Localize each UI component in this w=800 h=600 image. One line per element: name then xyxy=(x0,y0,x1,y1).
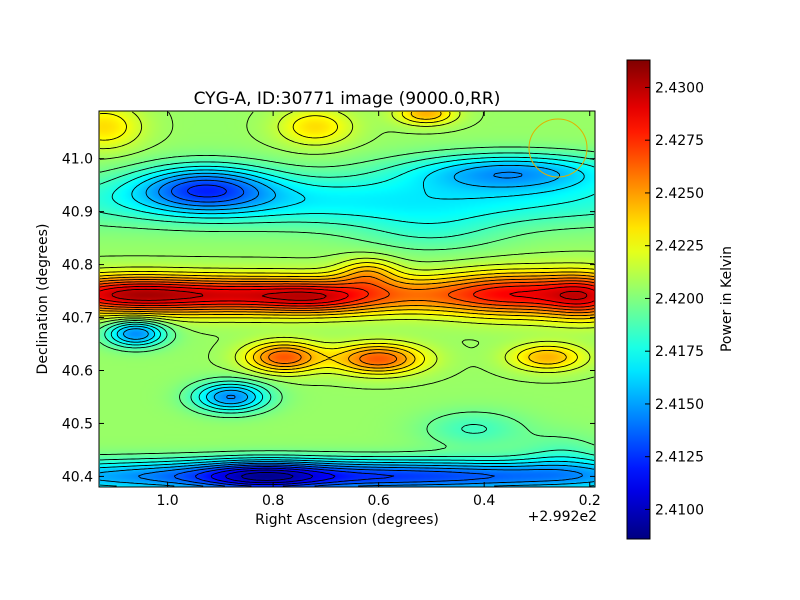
contour-level xyxy=(99,275,595,366)
colorbar-tick-label: 2.4100 xyxy=(655,502,704,518)
contour-level xyxy=(187,184,395,487)
y-axis-label: Declination (degrees) xyxy=(35,224,51,375)
colorbar-tick-label: 2.4250 xyxy=(655,186,704,202)
x-tick-label: 0.2 xyxy=(579,493,601,509)
plot-frame xyxy=(98,110,596,488)
contour-level xyxy=(111,288,588,301)
contour-level xyxy=(100,111,595,372)
colorbar-tick-label: 2.4125 xyxy=(655,450,704,466)
y-axis: 41.0 40.9 40.8 40.7 40.6 40.5 40.4 xyxy=(62,152,595,485)
y-tick-label: 40.9 xyxy=(62,205,93,221)
contour-level xyxy=(99,285,595,305)
x-tick-label: 0.4 xyxy=(473,493,495,509)
contour-level xyxy=(171,179,495,487)
contour-level xyxy=(225,469,314,484)
colorbar-label: Power in Kelvin xyxy=(719,246,735,352)
y-tick-label: 40.4 xyxy=(62,469,93,485)
contour-level xyxy=(240,472,294,481)
x-axis: 1.0 0.8 0.6 0.4 0.2 xyxy=(156,111,601,509)
contour-level xyxy=(138,171,583,487)
y-tick-label: 40.6 xyxy=(62,363,93,379)
colorbar-tick-label: 2.4175 xyxy=(655,344,704,360)
chart-title: CYG-A, ID:30771 image (9000.0,RR) xyxy=(194,89,501,109)
colorbar-tick-label: 2.4275 xyxy=(655,133,704,149)
contour-level xyxy=(99,160,595,487)
contour-level xyxy=(99,156,595,465)
colorbar-tick-label: 2.4150 xyxy=(655,397,704,413)
colorbar-gradient xyxy=(626,59,651,540)
contour-level xyxy=(99,270,595,369)
y-tick-label: 41.0 xyxy=(62,152,93,168)
x-axis-label: Right Ascension (degrees) xyxy=(255,512,439,528)
contour-level xyxy=(99,164,595,487)
contour-lines xyxy=(99,111,595,487)
colorbar-tick-label: 2.4300 xyxy=(655,80,704,96)
beam-circle-marker xyxy=(528,118,588,178)
y-tick-label: 40.7 xyxy=(62,311,93,327)
contour-level xyxy=(99,111,595,390)
x-axis-offset: +2.992e2 xyxy=(528,509,597,525)
plot-area xyxy=(98,110,596,488)
y-tick-label: 40.8 xyxy=(62,258,93,274)
contour-level xyxy=(99,283,595,308)
x-tick-label: 1.0 xyxy=(156,493,178,509)
colorbar-tick-label: 2.4200 xyxy=(655,291,704,307)
x-tick-label: 0.8 xyxy=(262,493,284,509)
x-tick-label: 0.6 xyxy=(368,493,390,509)
contour-level xyxy=(99,111,595,379)
colorbar-tick-label: 2.4225 xyxy=(655,239,704,255)
colorbar: 2.4300 2.4275 2.4250 2.4225 2.4200 2.4175 2.41… xyxy=(626,59,735,540)
contour-level xyxy=(210,467,336,486)
contour-level xyxy=(99,111,595,375)
contour-level xyxy=(99,146,595,456)
colorbar-ticks: 2.4300 2.4275 2.4250 2.4225 2.4200 2.4175 2.41… xyxy=(645,80,704,518)
contour-level xyxy=(99,280,595,311)
contour-level xyxy=(99,152,595,461)
y-tick-label: 40.5 xyxy=(62,416,93,432)
